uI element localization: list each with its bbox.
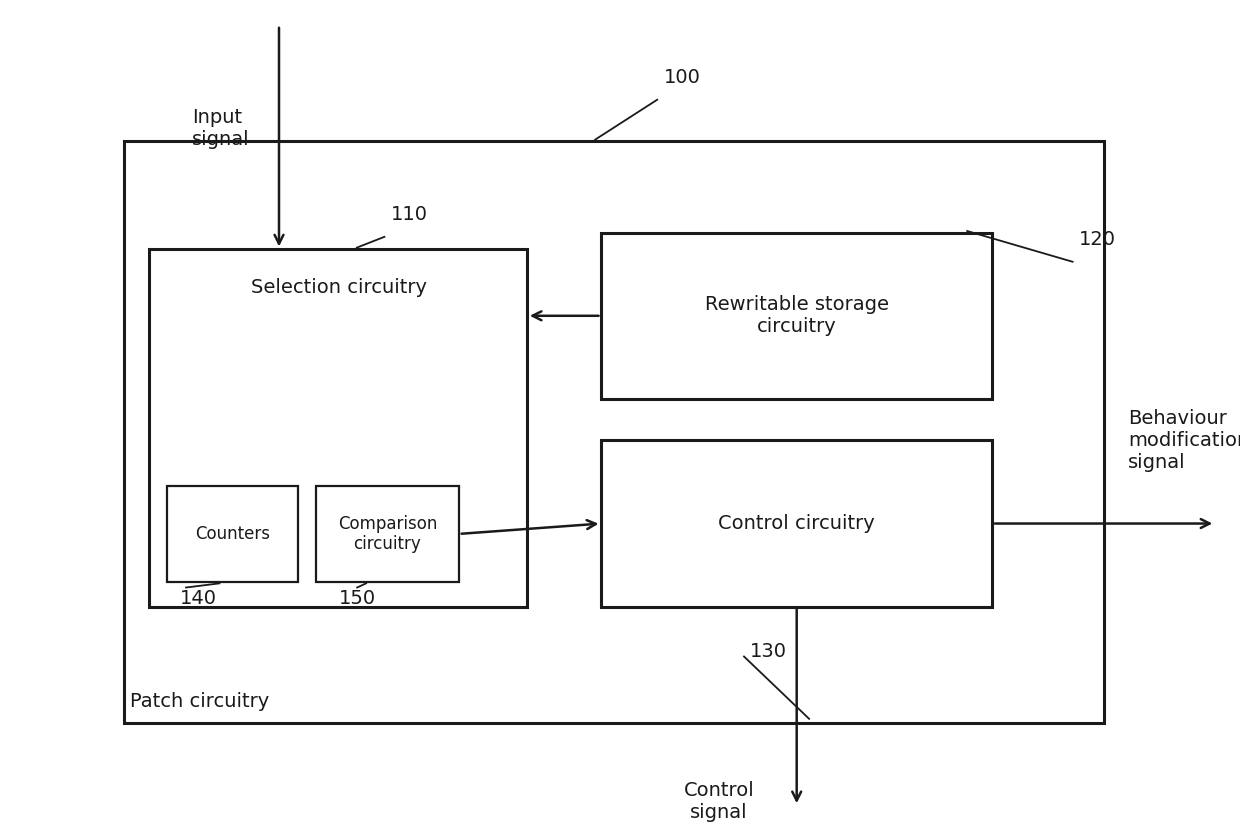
Text: Input
signal: Input signal <box>192 108 249 149</box>
Text: Counters: Counters <box>195 525 270 543</box>
Text: 100: 100 <box>663 68 701 87</box>
Text: Patch circuitry: Patch circuitry <box>130 691 269 711</box>
Text: 110: 110 <box>391 205 428 224</box>
Text: 120: 120 <box>1079 230 1116 249</box>
Text: Behaviour
modification
signal: Behaviour modification signal <box>1128 409 1240 472</box>
Text: Rewritable storage
circuitry: Rewritable storage circuitry <box>704 295 889 337</box>
Text: 130: 130 <box>750 642 787 661</box>
Text: Control circuitry: Control circuitry <box>718 514 875 533</box>
Bar <box>124 141 1104 723</box>
Bar <box>601 233 992 399</box>
Bar <box>316 486 459 582</box>
Bar <box>149 249 527 607</box>
Text: Control
signal: Control signal <box>683 781 755 822</box>
Text: 150: 150 <box>339 589 376 608</box>
Text: Comparison
circuitry: Comparison circuitry <box>337 514 438 553</box>
Text: 140: 140 <box>180 589 217 608</box>
Text: Selection circuitry: Selection circuitry <box>250 278 427 297</box>
Bar <box>167 486 298 582</box>
Bar <box>601 440 992 607</box>
